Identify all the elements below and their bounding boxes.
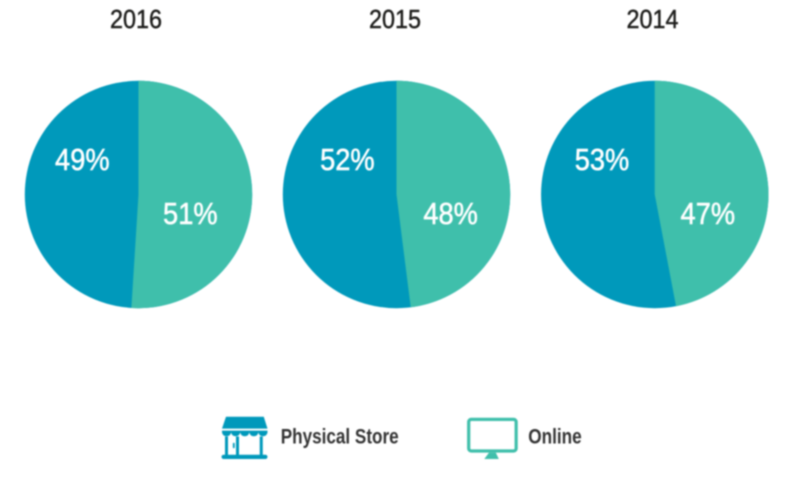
svg-text:48%: 48% xyxy=(423,196,478,231)
svg-text:Online: Online xyxy=(528,426,581,449)
svg-text:2016: 2016 xyxy=(110,4,162,34)
svg-text:Physical Store: Physical Store xyxy=(281,426,399,449)
svg-text:53%: 53% xyxy=(575,142,630,177)
svg-text:51%: 51% xyxy=(163,196,218,231)
svg-text:2014: 2014 xyxy=(627,4,679,34)
svg-text:2015: 2015 xyxy=(369,4,421,34)
svg-text:49%: 49% xyxy=(55,142,110,177)
svg-text:47%: 47% xyxy=(681,196,736,231)
svg-text:52%: 52% xyxy=(320,142,375,177)
